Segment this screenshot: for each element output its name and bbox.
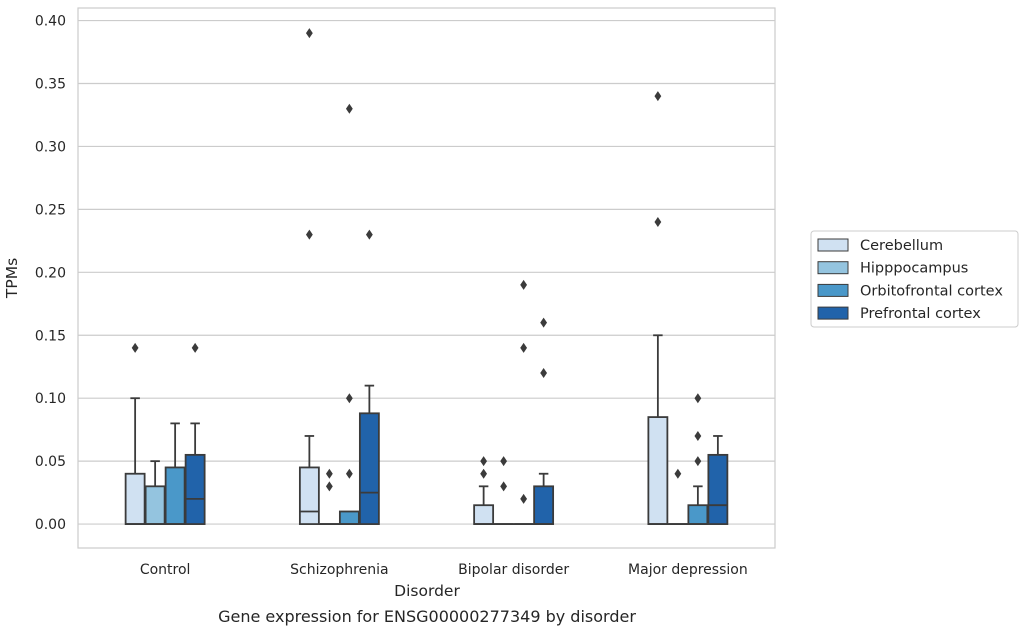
box-group — [164, 422, 186, 525]
box-group — [144, 460, 166, 525]
box-group — [647, 91, 669, 525]
legend-frame — [810, 230, 1019, 328]
outlier-point — [480, 456, 488, 467]
x-tick-label: Major depression — [628, 562, 748, 578]
outlier-point — [365, 229, 373, 240]
outlier-point — [305, 28, 313, 39]
box-iqr — [184, 453, 206, 525]
box-group — [687, 393, 709, 525]
outlier-point — [540, 317, 548, 328]
legend: Cerebellum Hipppocampus Orbitofrontal cort… — [810, 230, 1019, 328]
box-group — [707, 435, 729, 525]
box-iqr — [687, 504, 709, 525]
box-group — [124, 342, 146, 525]
outlier-point — [520, 279, 528, 290]
outlier-point — [500, 456, 508, 467]
outlier-point — [540, 368, 548, 379]
outlier-point — [345, 103, 353, 114]
box-group — [493, 456, 515, 525]
y-tick-labels: 0.00 0.05 0.10 0.15 0.20 0.25 0.30 0.35 0.40 — [35, 14, 66, 533]
box-iqr — [707, 453, 729, 525]
y-axis-label: TPMs — [3, 258, 21, 299]
gridlines — [78, 19, 775, 525]
box-iqr — [298, 466, 320, 525]
x-tick-label: Control — [140, 562, 191, 578]
box-iqr — [144, 485, 166, 525]
outlier-point — [654, 91, 662, 102]
box-group — [473, 456, 495, 525]
box-group — [184, 342, 206, 525]
boxes — [124, 28, 729, 525]
y-tick-label: 0.00 — [35, 517, 66, 533]
x-tick-label: Bipolar disorder — [458, 562, 569, 578]
box-group — [358, 229, 380, 525]
box-iqr — [473, 504, 495, 525]
y-tick-label: 0.20 — [35, 265, 66, 281]
plot-frame — [77, 7, 776, 549]
outlier-point — [520, 342, 528, 353]
chart-caption: Gene expression for ENSG00000277349 by d… — [218, 607, 636, 626]
box-iqr — [533, 485, 555, 525]
outlier-point — [325, 468, 333, 479]
legend-swatch — [817, 238, 849, 252]
legend-label: Prefrontal cortex — [860, 306, 981, 322]
outlier-point — [694, 430, 702, 441]
legend-label: Hipppocampus — [860, 261, 968, 277]
legend-label: Cerebellum — [860, 238, 943, 254]
outlier-point — [520, 493, 528, 504]
box-group — [318, 468, 340, 525]
x-tick-label: Schizophrenia — [290, 562, 388, 578]
outlier-point — [694, 456, 702, 467]
outlier-point — [345, 393, 353, 404]
box-group — [338, 103, 360, 525]
box-iqr — [358, 412, 380, 525]
y-tick-label: 0.10 — [35, 391, 66, 407]
outlier-point — [674, 468, 682, 479]
box-group — [513, 279, 535, 525]
y-tick-label: 0.25 — [35, 202, 66, 218]
y-tick-label: 0.05 — [35, 454, 66, 470]
outlier-point — [131, 342, 139, 353]
box-group — [298, 28, 320, 525]
box-iqr — [124, 472, 146, 525]
outlier-point — [345, 468, 353, 479]
outlier-point — [480, 468, 488, 479]
legend-label: Orbitofrontal cortex — [860, 283, 1003, 299]
x-tick-labels: Control Schizophrenia Bipolar disorder Majo… — [140, 562, 748, 578]
legend-swatch — [817, 283, 849, 297]
y-tick-label: 0.40 — [35, 14, 66, 30]
y-tick-label: 0.35 — [35, 77, 66, 93]
y-tick-label: 0.15 — [35, 328, 66, 344]
outlier-point — [654, 216, 662, 227]
box-iqr — [647, 416, 669, 525]
outlier-point — [500, 481, 508, 492]
legend-swatch — [817, 261, 849, 275]
box-group — [533, 317, 555, 525]
box-iqr — [338, 510, 360, 525]
outlier-point — [694, 393, 702, 404]
box-iqr — [164, 466, 186, 525]
outlier-point — [305, 229, 313, 240]
legend-swatch — [817, 306, 849, 320]
y-tick-label: 0.30 — [35, 139, 66, 155]
x-axis-label: Disorder — [394, 582, 460, 600]
box-group — [667, 468, 689, 525]
outlier-point — [191, 342, 199, 353]
outlier-point — [325, 481, 333, 492]
